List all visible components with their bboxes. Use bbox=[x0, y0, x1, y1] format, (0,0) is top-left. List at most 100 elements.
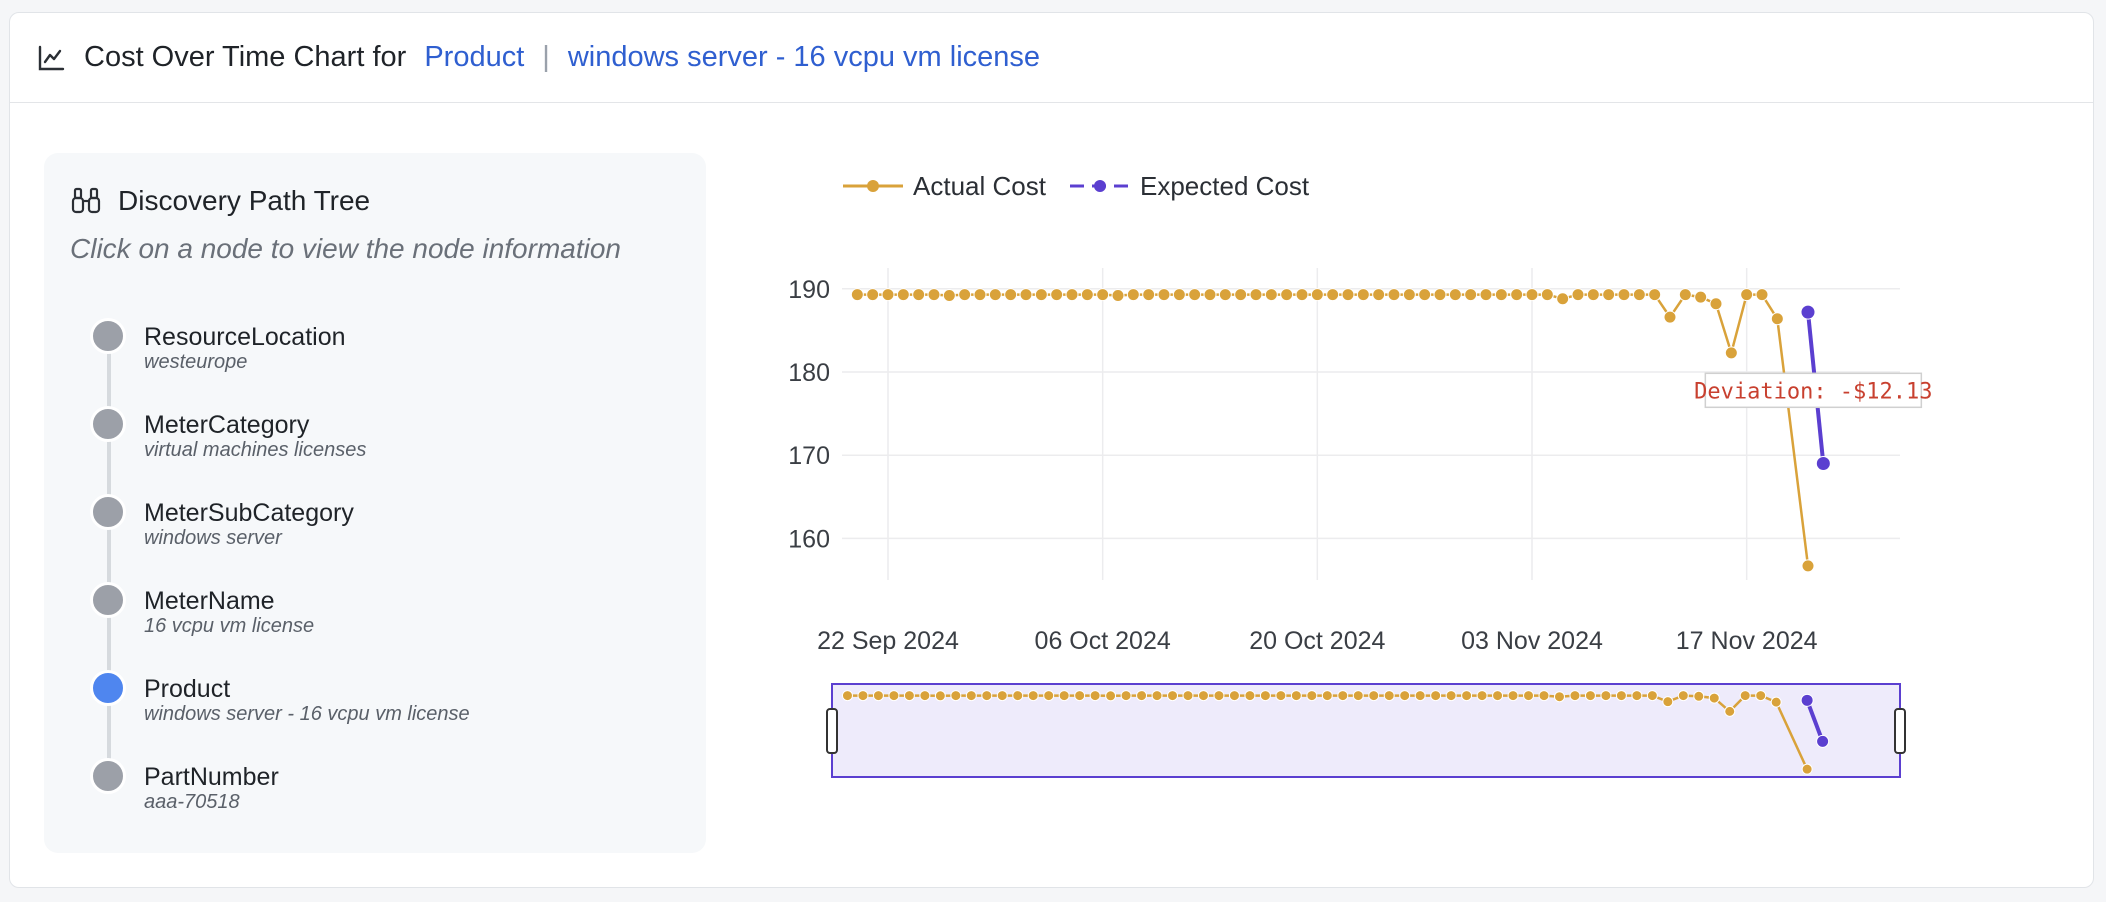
slider-actual-cost-point[interactable] bbox=[1120, 690, 1132, 702]
slider-actual-cost-point[interactable] bbox=[1074, 690, 1086, 702]
actual-cost-point[interactable] bbox=[1004, 288, 1018, 302]
actual-cost-point[interactable] bbox=[1203, 288, 1217, 302]
actual-cost-point[interactable] bbox=[1387, 288, 1401, 302]
actual-cost-point[interactable] bbox=[1678, 288, 1692, 302]
actual-cost-point[interactable] bbox=[1341, 288, 1355, 302]
actual-cost-point[interactable] bbox=[1280, 288, 1294, 302]
slider-actual-cost-point[interactable] bbox=[1461, 690, 1473, 702]
slider-actual-cost-point[interactable] bbox=[888, 690, 900, 702]
slider-actual-cost-point[interactable] bbox=[1182, 690, 1194, 702]
actual-cost-point[interactable] bbox=[1571, 288, 1585, 302]
slider-actual-cost-point[interactable] bbox=[965, 690, 977, 702]
actual-cost-point[interactable] bbox=[1188, 288, 1202, 302]
actual-cost-point[interactable] bbox=[866, 288, 880, 302]
slider-actual-cost-point[interactable] bbox=[1383, 690, 1395, 702]
actual-cost-point[interactable] bbox=[1464, 288, 1478, 302]
node-dot[interactable] bbox=[90, 582, 126, 618]
actual-cost-point[interactable] bbox=[1356, 288, 1370, 302]
slider-actual-cost-point[interactable] bbox=[1275, 690, 1287, 702]
slider-expected-cost-point[interactable] bbox=[1816, 734, 1830, 748]
actual-cost-point[interactable] bbox=[1479, 288, 1493, 302]
actual-cost-point[interactable] bbox=[1157, 288, 1171, 302]
range-slider[interactable] bbox=[831, 683, 1901, 778]
actual-cost-point[interactable] bbox=[1249, 288, 1263, 302]
actual-cost-point[interactable] bbox=[1310, 288, 1324, 302]
slider-actual-cost-point[interactable] bbox=[1569, 690, 1581, 702]
actual-cost-point[interactable] bbox=[1372, 288, 1386, 302]
slider-actual-cost-point[interactable] bbox=[1615, 690, 1627, 702]
actual-cost-point[interactable] bbox=[1326, 288, 1340, 302]
actual-cost-point[interactable] bbox=[1142, 288, 1156, 302]
slider-actual-cost-point[interactable] bbox=[1600, 690, 1612, 702]
actual-cost-point[interactable] bbox=[1448, 288, 1462, 302]
actual-cost-point[interactable] bbox=[1632, 288, 1646, 302]
actual-cost-point[interactable] bbox=[1755, 288, 1769, 302]
actual-cost-point[interactable] bbox=[1510, 288, 1524, 302]
breadcrumb-product-value[interactable]: windows server - 16 vcpu vm license bbox=[567, 41, 1041, 73]
slider-actual-cost-point[interactable] bbox=[950, 690, 962, 702]
slider-actual-cost-point[interactable] bbox=[1445, 690, 1457, 702]
slider-actual-cost-point[interactable] bbox=[1290, 690, 1302, 702]
actual-cost-point[interactable] bbox=[1418, 288, 1432, 302]
slider-actual-cost-point[interactable] bbox=[1739, 690, 1751, 702]
actual-cost-point[interactable] bbox=[1525, 288, 1539, 302]
slider-actual-cost-point[interactable] bbox=[1337, 690, 1349, 702]
actual-cost-point[interactable] bbox=[1065, 288, 1079, 302]
actual-cost-point[interactable] bbox=[942, 288, 956, 302]
slider-actual-cost-point[interactable] bbox=[1584, 690, 1596, 702]
node-dot-active[interactable] bbox=[90, 670, 126, 706]
node-dot[interactable] bbox=[90, 494, 126, 530]
slider-actual-cost-point[interactable] bbox=[1507, 690, 1519, 702]
actual-cost-point[interactable] bbox=[1724, 346, 1738, 360]
actual-cost-point[interactable] bbox=[1050, 288, 1064, 302]
slider-expected-cost-point[interactable] bbox=[1800, 693, 1814, 707]
slider-actual-cost-point[interactable] bbox=[1724, 705, 1736, 717]
actual-cost-point[interactable] bbox=[1586, 288, 1600, 302]
slider-actual-cost-point[interactable] bbox=[934, 690, 946, 702]
slider-actual-cost-point[interactable] bbox=[1027, 690, 1039, 702]
actual-cost-point[interactable] bbox=[1663, 310, 1677, 324]
actual-cost-point[interactable] bbox=[1433, 288, 1447, 302]
actual-cost-point[interactable] bbox=[1770, 312, 1784, 326]
slider-actual-cost-point[interactable] bbox=[1244, 690, 1256, 702]
slider-actual-cost-point[interactable] bbox=[1693, 690, 1705, 702]
actual-cost-point[interactable] bbox=[973, 288, 987, 302]
actual-cost-point[interactable] bbox=[1648, 288, 1662, 302]
actual-cost-point[interactable] bbox=[1111, 288, 1125, 302]
actual-cost-point[interactable] bbox=[1740, 288, 1754, 302]
actual-cost-point[interactable] bbox=[958, 288, 972, 302]
actual-cost-point[interactable] bbox=[927, 288, 941, 302]
node-dot[interactable] bbox=[90, 758, 126, 794]
slider-actual-cost-point[interactable] bbox=[1105, 690, 1117, 702]
slider-actual-cost-point[interactable] bbox=[903, 690, 915, 702]
slider-actual-cost-point[interactable] bbox=[1770, 696, 1782, 708]
actual-cost-point[interactable] bbox=[1402, 288, 1416, 302]
range-slider-right-handle[interactable] bbox=[1894, 708, 1906, 754]
slider-actual-cost-point[interactable] bbox=[981, 690, 993, 702]
actual-cost-point[interactable] bbox=[988, 288, 1002, 302]
node-dot[interactable] bbox=[90, 318, 126, 354]
slider-actual-cost-point[interactable] bbox=[1197, 690, 1209, 702]
actual-cost-point[interactable] bbox=[1617, 288, 1631, 302]
slider-actual-cost-point[interactable] bbox=[1430, 690, 1442, 702]
slider-actual-cost-point[interactable] bbox=[1631, 690, 1643, 702]
actual-cost-point[interactable] bbox=[912, 288, 926, 302]
slider-actual-cost-point[interactable] bbox=[1012, 690, 1024, 702]
slider-actual-cost-point[interactable] bbox=[841, 690, 853, 702]
slider-actual-cost-point[interactable] bbox=[872, 690, 884, 702]
slider-actual-cost-point[interactable] bbox=[1228, 690, 1240, 702]
actual-cost-point[interactable] bbox=[1801, 559, 1815, 573]
slider-actual-cost-point[interactable] bbox=[1399, 690, 1411, 702]
slider-actual-cost-point[interactable] bbox=[1677, 690, 1689, 702]
slider-actual-cost-point[interactable] bbox=[1538, 690, 1550, 702]
slider-actual-cost-point[interactable] bbox=[1523, 690, 1535, 702]
actual-cost-point[interactable] bbox=[1172, 288, 1186, 302]
slider-actual-cost-point[interactable] bbox=[1306, 690, 1318, 702]
slider-actual-cost-point[interactable] bbox=[1089, 690, 1101, 702]
actual-cost-point[interactable] bbox=[1602, 288, 1616, 302]
slider-actual-cost-point[interactable] bbox=[1368, 690, 1380, 702]
actual-cost-point[interactable] bbox=[1019, 288, 1033, 302]
slider-actual-cost-point[interactable] bbox=[1476, 690, 1488, 702]
slider-actual-cost-point[interactable] bbox=[919, 690, 931, 702]
actual-cost-point[interactable] bbox=[850, 288, 864, 302]
